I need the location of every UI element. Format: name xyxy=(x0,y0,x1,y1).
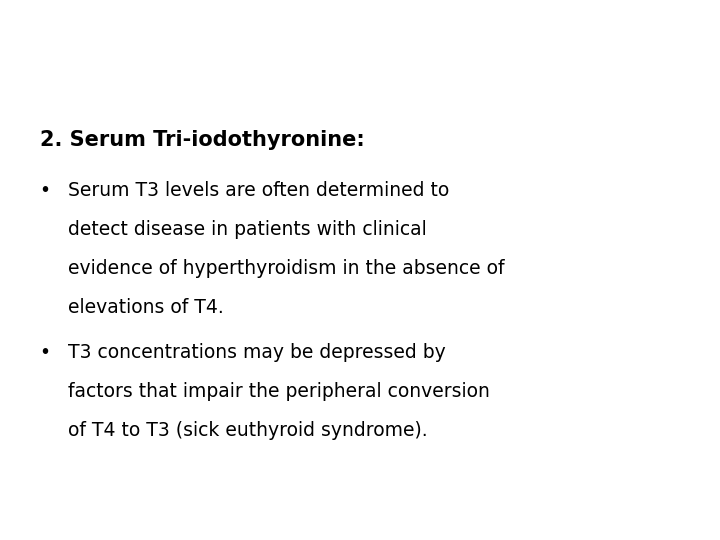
Text: evidence of hyperthyroidism in the absence of: evidence of hyperthyroidism in the absen… xyxy=(68,259,505,278)
Text: •: • xyxy=(40,181,50,200)
Text: detect disease in patients with clinical: detect disease in patients with clinical xyxy=(68,220,427,239)
Text: T3 concentrations may be depressed by: T3 concentrations may be depressed by xyxy=(68,343,446,362)
Text: of T4 to T3 (sick euthyroid syndrome).: of T4 to T3 (sick euthyroid syndrome). xyxy=(68,421,428,440)
Text: factors that impair the peripheral conversion: factors that impair the peripheral conve… xyxy=(68,382,490,401)
Text: 2. Serum Tri-iodothyronine:: 2. Serum Tri-iodothyronine: xyxy=(40,130,364,150)
Text: elevations of T4.: elevations of T4. xyxy=(68,298,224,316)
Text: •: • xyxy=(40,343,50,362)
Text: Serum T3 levels are often determined to: Serum T3 levels are often determined to xyxy=(68,181,450,200)
